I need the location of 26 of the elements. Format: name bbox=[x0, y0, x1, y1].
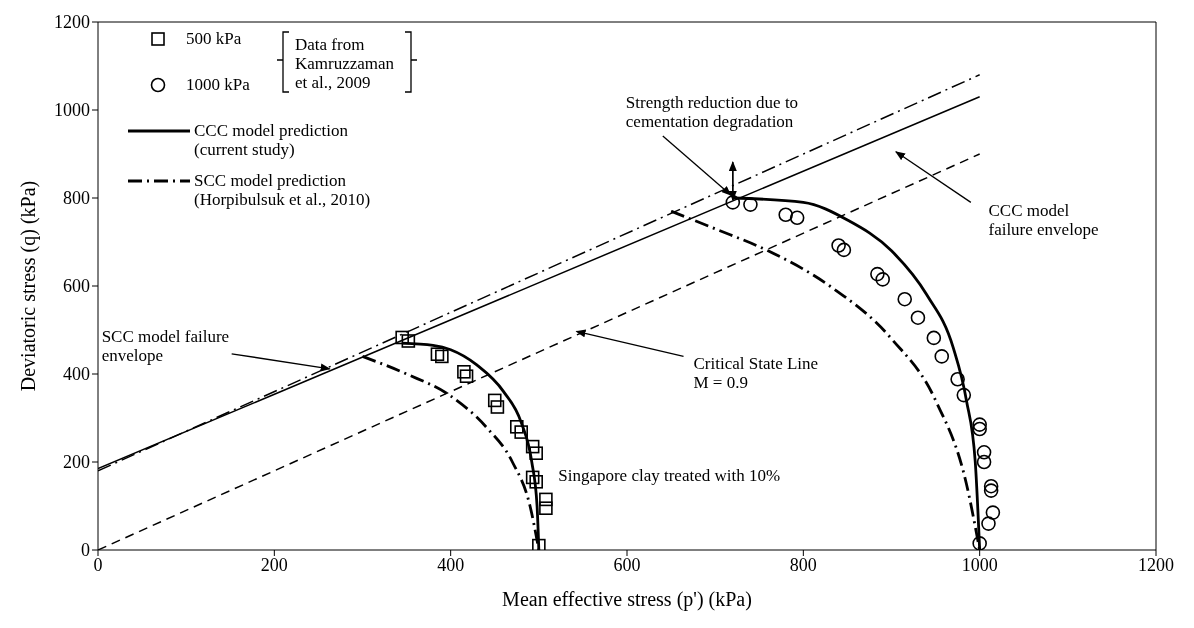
y-tick-label: 200 bbox=[63, 452, 90, 473]
annotation: Singapore clay treated with 10% bbox=[558, 466, 781, 486]
annotation: Critical State Line M = 0.9 bbox=[693, 354, 819, 393]
x-tick-label: 0 bbox=[93, 554, 103, 575]
legend-label: SCC model prediction (Horpibulsuk et al., 2010) bbox=[194, 171, 371, 209]
legend-label: CCC model prediction (current study) bbox=[194, 121, 349, 159]
x-tick-label: 800 bbox=[789, 554, 817, 575]
annotation: Data from Kamruzzaman et al., 2009 bbox=[295, 35, 395, 92]
y-tick-label: 1200 bbox=[54, 12, 90, 33]
y-tick-label: 400 bbox=[63, 364, 90, 385]
x-tick-label: 400 bbox=[437, 554, 465, 575]
y-axis-title: Deviatoric stress (q) (kPa) bbox=[17, 180, 41, 392]
y-tick-label: 1000 bbox=[54, 100, 90, 121]
annotation: Strength reduction due to cementation degradation bbox=[625, 93, 799, 131]
x-axis-title: Mean effective stress (p') (kPa) bbox=[502, 588, 752, 611]
x-tick-label: 1000 bbox=[961, 554, 998, 575]
x-tick-label: 1200 bbox=[1138, 554, 1174, 575]
x-tick-label: 600 bbox=[613, 554, 641, 575]
legend-label: 500 kPa bbox=[186, 29, 242, 48]
annotation: SCC model failure envelope bbox=[101, 326, 230, 365]
annotation: CCC model failure envelope bbox=[988, 200, 1099, 239]
y-tick-label: 0 bbox=[81, 540, 90, 561]
legend-label: 1000 kPa bbox=[186, 75, 251, 94]
x-tick-label: 200 bbox=[260, 554, 288, 575]
y-tick-label: 800 bbox=[63, 188, 90, 209]
y-tick-label: 600 bbox=[63, 276, 90, 297]
